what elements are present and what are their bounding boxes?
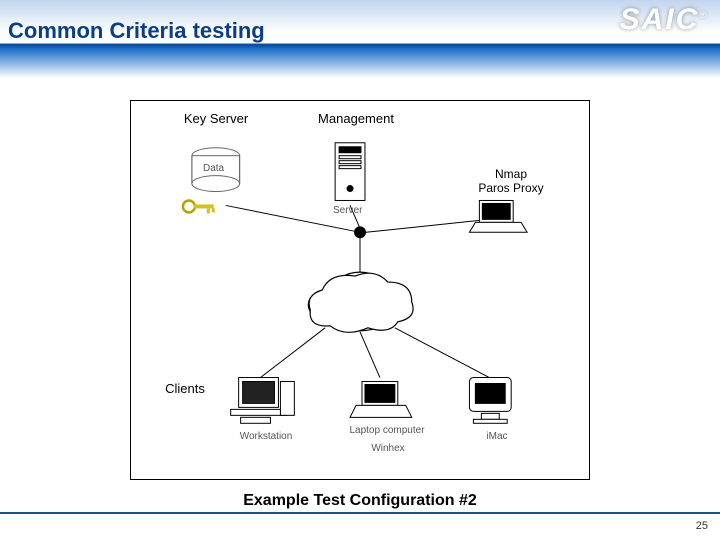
laptop-icon <box>350 382 412 418</box>
diagram-container: Key Server Data Management Server Nmap P… <box>130 100 590 480</box>
key-server-sub: Data <box>203 161 224 174</box>
management-label: Management <box>311 111 401 126</box>
laptop-sub: Laptop computer <box>337 423 437 436</box>
key-server-icon <box>183 148 240 214</box>
management-sub: Server <box>333 203 362 216</box>
cloud-icon <box>308 272 413 332</box>
logo-tagline: From Science to Solutions <box>603 35 708 45</box>
logo-text: SAIC® <box>603 6 708 33</box>
workstation-icon <box>231 378 295 424</box>
hub-icon <box>354 226 366 238</box>
diagram-caption: Example Test Configuration #2 <box>0 492 720 510</box>
key-server-label: Key Server <box>181 111 251 126</box>
clients-label: Clients <box>155 381 215 396</box>
management-server-icon <box>335 143 365 201</box>
workstation-sub: Workstation <box>231 429 301 442</box>
key-icon <box>183 200 215 213</box>
nmap-laptop-icon <box>469 200 527 232</box>
brand-logo: SAIC® From Science to Solutions <box>603 6 708 45</box>
imac-sub: iMac <box>477 429 517 442</box>
winhex-sub: Winhex <box>353 441 423 454</box>
page-title: Common Criteria testing <box>8 18 265 44</box>
imac-icon <box>469 378 511 424</box>
page-number: 25 <box>696 520 708 532</box>
nmap-label: Nmap Paros Proxy <box>471 167 551 195</box>
footer-rule <box>0 512 720 514</box>
